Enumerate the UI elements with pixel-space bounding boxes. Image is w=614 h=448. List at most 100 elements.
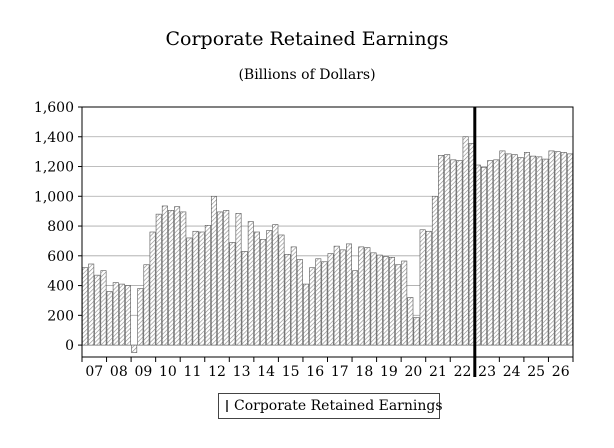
bar — [530, 155, 537, 346]
bar — [143, 264, 150, 346]
bar — [260, 239, 267, 346]
bar — [493, 159, 500, 346]
bar — [155, 213, 162, 346]
bar — [554, 151, 561, 346]
bar — [548, 150, 555, 346]
y-tick-label: 1,200 — [34, 160, 74, 176]
x-tick-label: 23 — [478, 364, 496, 380]
x-tick-label: 19 — [380, 364, 398, 380]
bar — [407, 297, 414, 346]
bar — [266, 230, 273, 346]
bar — [487, 160, 494, 346]
bar — [321, 261, 328, 346]
bar — [462, 136, 469, 346]
y-tick-label: 1,000 — [34, 189, 74, 205]
x-tick-label: 09 — [134, 364, 152, 380]
bar — [523, 152, 530, 346]
bar — [174, 206, 181, 346]
bar — [339, 249, 346, 346]
bar — [456, 160, 463, 346]
x-tick-label: 25 — [527, 364, 545, 380]
x-tick-label: 16 — [306, 364, 324, 380]
x-tick-label: 12 — [208, 364, 226, 380]
y-tick-label: 600 — [47, 249, 74, 265]
x-tick-label: 26 — [552, 364, 570, 380]
plot-frame — [81, 106, 574, 358]
bar — [296, 259, 303, 346]
bar — [517, 157, 524, 346]
bar — [241, 251, 248, 346]
y-tick-label: 1,600 — [34, 100, 74, 116]
bar — [204, 225, 211, 346]
bar — [370, 252, 377, 346]
chart-title: Corporate Retained Earnings — [165, 28, 449, 50]
bar — [560, 152, 567, 346]
bars — [82, 136, 573, 353]
bar — [499, 150, 506, 346]
x-tick-label: 11 — [184, 364, 202, 380]
y-tick-label: 1,400 — [34, 130, 74, 146]
legend-swatch — [226, 400, 228, 412]
bar — [168, 210, 174, 346]
bar — [186, 237, 193, 346]
bar — [315, 258, 322, 346]
bar — [376, 254, 383, 346]
y-tick-label: 200 — [47, 308, 74, 324]
bar — [235, 213, 242, 346]
legend-label: Corporate Retained Earnings — [234, 398, 443, 414]
x-axis: 07 08 09 10 11 12 13 14 15 16 17 18 19 20 21 22 23 24 25 26 — [81, 357, 574, 380]
bar — [346, 243, 352, 346]
legend: Corporate Retained Earnings — [218, 393, 443, 419]
bar — [333, 245, 340, 346]
bar — [161, 205, 168, 346]
bar — [180, 211, 187, 346]
bar — [450, 159, 457, 346]
bar — [125, 285, 132, 346]
bar — [536, 156, 543, 346]
bar — [118, 283, 125, 346]
x-tick-label: 18 — [355, 364, 373, 380]
bar — [364, 247, 371, 346]
bar — [223, 210, 230, 346]
x-tick-label: 20 — [405, 364, 423, 380]
y-tick-label: 800 — [47, 219, 74, 235]
bar — [303, 283, 309, 346]
bar — [358, 246, 365, 346]
x-tick-label: 21 — [429, 364, 447, 380]
x-tick-label: 15 — [282, 364, 300, 380]
bar — [511, 154, 518, 346]
bar — [100, 270, 107, 346]
bar — [388, 256, 395, 346]
bar — [413, 317, 420, 346]
bar — [290, 246, 297, 346]
x-tick-label: 24 — [503, 364, 521, 380]
bar — [352, 270, 359, 346]
y-tick-label: 0 — [65, 338, 74, 354]
bar — [112, 282, 119, 346]
bar — [444, 154, 451, 346]
bar — [505, 153, 512, 346]
bar — [210, 195, 217, 346]
x-tick-label: 17 — [331, 364, 349, 380]
bar — [198, 231, 205, 346]
bar — [425, 230, 432, 346]
bar — [94, 274, 101, 346]
bar — [149, 231, 156, 346]
bar — [106, 291, 113, 346]
x-tick-label: 22 — [454, 364, 472, 380]
x-tick-label: 08 — [110, 364, 128, 380]
bar — [419, 229, 426, 346]
x-tick-label: 14 — [257, 364, 275, 380]
y-tick-label: 400 — [47, 279, 74, 295]
x-tick-label: 10 — [159, 364, 177, 380]
bar — [327, 253, 334, 346]
bar — [542, 158, 549, 346]
bar — [131, 344, 138, 353]
y-axis: 0 200 400 600 800 1,000 1,200 1,400 1,600 — [34, 100, 82, 354]
bar — [137, 288, 144, 346]
bar — [401, 260, 408, 346]
bar — [82, 267, 89, 346]
chart-subtitle: (Billions of Dollars) — [238, 67, 376, 83]
bar — [229, 242, 236, 346]
